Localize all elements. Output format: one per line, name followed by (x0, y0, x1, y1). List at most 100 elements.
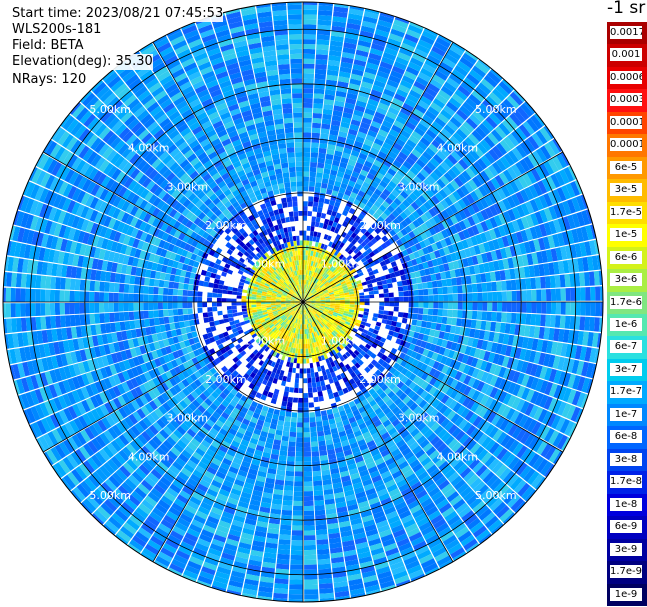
range-gate (408, 302, 414, 308)
range-gate (316, 381, 321, 388)
range-gate (367, 129, 378, 138)
range-gate (304, 574, 318, 580)
range-gate (305, 284, 308, 290)
range-gate (344, 252, 350, 259)
range-gate (390, 102, 402, 112)
range-gate (310, 441, 319, 447)
range-gate (293, 486, 303, 492)
range-gate (354, 241, 361, 248)
range-gate (408, 307, 414, 314)
range-gate (352, 271, 358, 276)
range-gate (307, 292, 312, 297)
range-gate (407, 116, 419, 127)
range-gate (386, 133, 397, 142)
range-gate (312, 392, 318, 398)
range-gate (325, 239, 330, 246)
range-gate (303, 132, 312, 138)
range-gate (317, 553, 330, 560)
range-gate (349, 5, 365, 11)
range-gate (321, 385, 327, 391)
range-gate (417, 283, 423, 290)
range-gate (364, 295, 370, 299)
range-gate (322, 260, 327, 266)
range-gate (294, 382, 299, 389)
range-gate (303, 495, 314, 502)
range-gate (387, 283, 393, 289)
range-gate (296, 437, 303, 443)
range-gate (384, 137, 395, 147)
range-gate (536, 302, 542, 314)
range-gate (311, 456, 320, 462)
range-gate (336, 265, 342, 271)
range-gate (305, 290, 309, 295)
range-gate (329, 272, 335, 278)
range-gate (314, 294, 320, 298)
range-gate (523, 156, 535, 170)
range-gate (364, 254, 371, 261)
range-gate (313, 231, 318, 237)
range-gate (309, 255, 313, 261)
range-gate (369, 94, 381, 103)
range-gate (406, 247, 413, 255)
range-gate (317, 252, 322, 259)
range-gate (400, 129, 411, 139)
range-gate (353, 199, 361, 206)
range-gate (390, 163, 400, 173)
range-gate (289, 569, 303, 575)
range-gate (520, 103, 534, 118)
range-gate (362, 284, 368, 289)
range-gate (346, 164, 355, 171)
range-gate (322, 288, 328, 292)
range-gate (321, 286, 326, 290)
range-gate (316, 212, 322, 218)
range-gate (345, 280, 352, 285)
range-gate (368, 270, 375, 277)
range-gate (313, 490, 324, 496)
range-gate (303, 446, 311, 452)
range-gate (284, 485, 294, 491)
range-gate (375, 262, 382, 269)
range-gate (316, 44, 329, 51)
range-gate (438, 302, 444, 309)
range-gate (535, 277, 541, 289)
range-gate (306, 265, 309, 271)
range-gate (358, 253, 365, 260)
range-gate (395, 155, 405, 165)
range-gate (286, 465, 295, 472)
range-gate (397, 312, 404, 318)
range-gate (422, 314, 428, 322)
range-gate (359, 220, 367, 228)
range-gate (492, 109, 505, 122)
range-gate (418, 302, 424, 308)
range-gate (303, 142, 311, 148)
range-gate (309, 171, 317, 178)
range-gate (487, 164, 499, 177)
range-gate (488, 148, 500, 162)
range-gate (311, 142, 319, 148)
range-gate (317, 430, 325, 437)
range-gate (540, 276, 546, 289)
range-gate (466, 310, 473, 319)
range-gate (565, 288, 571, 301)
range-gate (396, 223, 405, 231)
range-gate (284, 480, 294, 487)
range-gate (469, 149, 480, 161)
range-gate (417, 72, 432, 83)
range-gate (320, 270, 325, 276)
range-gate (424, 59, 439, 70)
range-gate (467, 216, 476, 227)
range-gate (325, 283, 330, 288)
range-gate (310, 260, 314, 267)
range-gate (362, 16, 378, 24)
range-gate (320, 233, 325, 239)
range-gate (305, 274, 308, 280)
range-gate (595, 286, 601, 301)
range-gate (279, 529, 291, 536)
range-gate (457, 198, 467, 210)
range-gate (564, 315, 571, 329)
range-gate (296, 432, 303, 438)
range-gate (335, 145, 344, 153)
range-gate (358, 35, 373, 43)
range-gate (423, 178, 433, 188)
range-gate (313, 98, 324, 104)
